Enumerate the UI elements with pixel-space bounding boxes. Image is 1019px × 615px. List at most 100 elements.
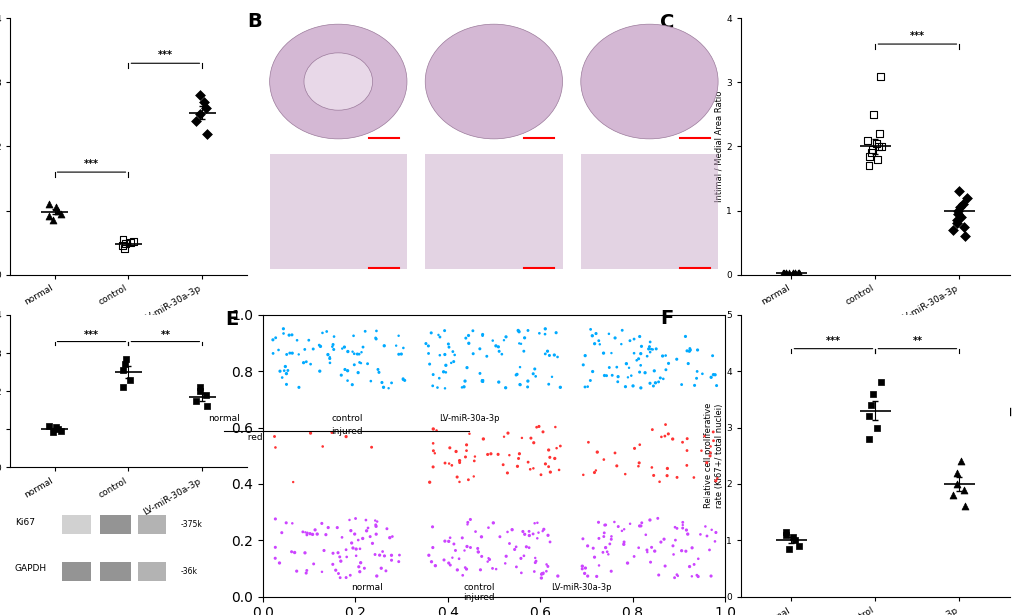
Point bbox=[949, 205, 965, 215]
Point bbox=[50, 424, 66, 434]
Point bbox=[848, 31, 864, 41]
Point bbox=[557, 25, 574, 34]
Bar bbox=[100, 515, 130, 534]
Point bbox=[868, 423, 884, 432]
Text: injured: injured bbox=[230, 434, 262, 442]
Point bbox=[486, 31, 502, 41]
Point bbox=[114, 241, 130, 251]
Bar bbox=[62, 561, 91, 581]
Point bbox=[616, 100, 633, 110]
Text: ***: *** bbox=[909, 31, 924, 41]
Point bbox=[863, 145, 879, 154]
Point bbox=[869, 141, 886, 151]
Point bbox=[868, 263, 884, 272]
Ellipse shape bbox=[580, 24, 717, 139]
Point bbox=[198, 390, 214, 400]
Point bbox=[860, 161, 876, 170]
Point bbox=[860, 95, 876, 105]
Point bbox=[948, 479, 964, 489]
Point bbox=[870, 129, 887, 138]
Point bbox=[728, 99, 744, 109]
Text: **: ** bbox=[912, 336, 921, 346]
Point bbox=[855, 202, 871, 212]
Point bbox=[886, 127, 902, 137]
Point bbox=[199, 129, 215, 138]
Point bbox=[722, 21, 739, 31]
Point bbox=[53, 208, 69, 218]
Point bbox=[114, 383, 130, 392]
Point bbox=[792, 249, 808, 259]
Point bbox=[125, 236, 142, 246]
Point bbox=[988, 68, 1005, 78]
Point bbox=[604, 229, 621, 239]
Point bbox=[884, 12, 901, 22]
Point bbox=[658, 178, 675, 188]
Point bbox=[860, 434, 876, 444]
Point bbox=[117, 239, 133, 248]
Point bbox=[955, 485, 971, 494]
Point bbox=[872, 141, 889, 151]
Point bbox=[776, 268, 793, 278]
Point bbox=[794, 192, 810, 202]
Text: B: B bbox=[248, 12, 262, 31]
Point bbox=[196, 97, 212, 106]
Point bbox=[1014, 7, 1019, 17]
Point bbox=[1017, 336, 1019, 346]
Point bbox=[718, 213, 735, 223]
Point bbox=[45, 427, 61, 437]
Point bbox=[726, 207, 742, 216]
Point bbox=[860, 151, 876, 161]
Point bbox=[948, 467, 964, 477]
Point bbox=[949, 208, 965, 218]
Text: LV-miR-30a-3p: LV-miR-30a-3p bbox=[438, 415, 499, 423]
Point bbox=[927, 0, 944, 9]
Point bbox=[50, 205, 66, 215]
Point bbox=[53, 426, 69, 436]
Point bbox=[827, 0, 844, 4]
Ellipse shape bbox=[425, 24, 562, 139]
Point bbox=[785, 533, 801, 542]
Point bbox=[764, 104, 781, 114]
Point bbox=[999, 40, 1015, 50]
Point bbox=[954, 199, 970, 209]
Text: ***: *** bbox=[84, 330, 99, 339]
Point bbox=[948, 215, 964, 225]
Point bbox=[958, 192, 974, 202]
Point bbox=[966, 253, 982, 263]
Point bbox=[765, 85, 782, 95]
Point bbox=[723, 332, 740, 342]
Point bbox=[761, 241, 777, 251]
Bar bbox=[100, 561, 130, 581]
Point bbox=[115, 234, 131, 244]
Text: LV-miR-30a-3p: LV-miR-30a-3p bbox=[550, 584, 611, 592]
Point bbox=[787, 268, 803, 278]
Point bbox=[714, 37, 731, 47]
Point bbox=[776, 530, 793, 539]
Point bbox=[994, 80, 1010, 90]
Point bbox=[881, 178, 898, 188]
Point bbox=[900, 173, 916, 183]
Text: E: E bbox=[225, 310, 238, 329]
Point bbox=[872, 378, 889, 387]
Text: control: control bbox=[464, 584, 494, 592]
Point bbox=[545, 151, 561, 161]
Bar bbox=[62, 515, 91, 534]
Point bbox=[121, 375, 138, 384]
Point bbox=[944, 490, 960, 500]
Point bbox=[808, 68, 824, 77]
Point bbox=[951, 202, 967, 212]
Point bbox=[968, 152, 984, 162]
Point bbox=[591, 138, 607, 148]
Point bbox=[735, 42, 751, 52]
Point bbox=[786, 268, 802, 278]
Point bbox=[912, 0, 928, 10]
Point bbox=[41, 211, 57, 221]
Point bbox=[785, 268, 801, 278]
Point bbox=[189, 396, 205, 406]
Point bbox=[443, 98, 460, 108]
Point bbox=[745, 287, 761, 296]
Point bbox=[482, 240, 498, 250]
Point bbox=[863, 389, 879, 399]
Point bbox=[979, 315, 996, 325]
Text: GAPDH: GAPDH bbox=[15, 564, 47, 573]
